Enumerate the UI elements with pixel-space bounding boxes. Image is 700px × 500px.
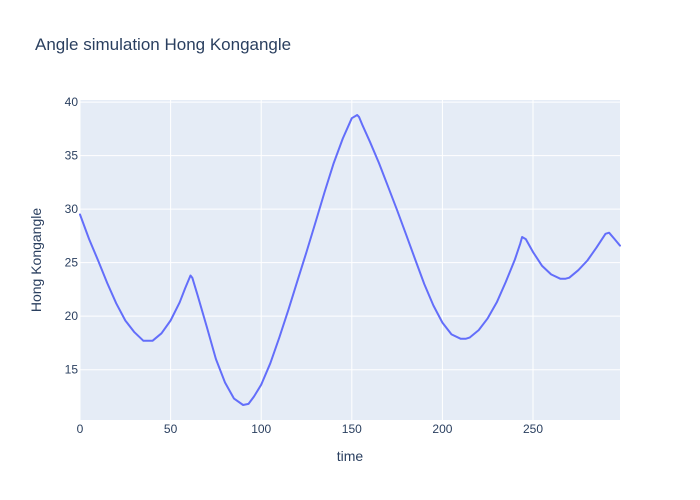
y-tick-label: 40 [65,95,79,109]
series-line [79,114,621,406]
y-axis-title: Hong Kongangle [28,208,44,313]
x-tick-label: 250 [523,422,543,436]
x-axis-title: time [337,448,364,464]
y-tick-label: 20 [65,309,79,323]
x-tick-label: 50 [164,422,178,436]
y-axis-ticks: 15 20 25 30 35 40 [65,95,79,377]
x-tick-label: 100 [251,422,271,436]
chart-title: Angle simulation Hong Kongangle [35,35,291,54]
gridlines [79,100,620,420]
plot-area [80,100,620,420]
x-axis-ticks: 0 50 100 150 200 250 [77,422,544,436]
x-tick-label: 0 [77,422,84,436]
x-tick-label: 200 [432,422,452,436]
series-layer [79,114,621,406]
y-tick-label: 25 [65,256,79,270]
y-tick-label: 15 [65,363,79,377]
x-tick-label: 150 [342,422,362,436]
y-tick-label: 30 [65,202,79,216]
y-tick-label: 35 [65,149,79,163]
